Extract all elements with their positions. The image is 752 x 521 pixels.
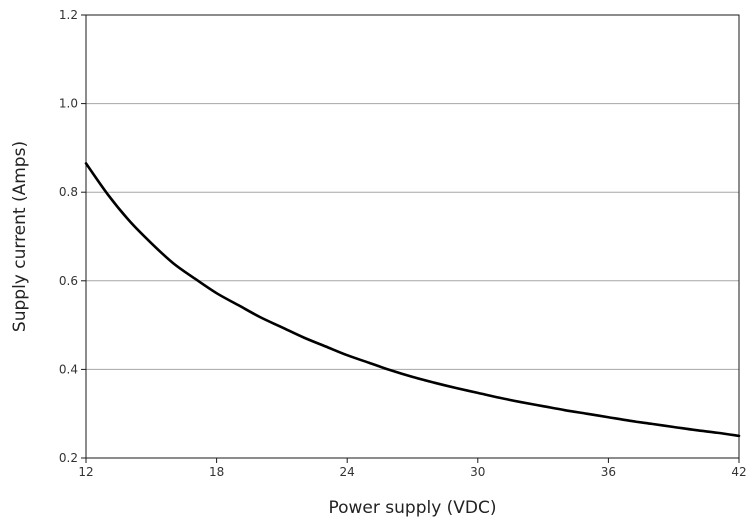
x-tick-label: 24 <box>340 465 355 479</box>
x-tick-label: 42 <box>731 465 746 479</box>
y-tick-label: 0.4 <box>59 362 78 376</box>
y-axis-ticks: 0.2 0.4 0.6 0.8 1.0 1.2 <box>59 8 86 465</box>
y-tick-label: 0.6 <box>59 274 78 288</box>
x-tick-label: 36 <box>601 465 616 479</box>
x-axis-ticks: 12 18 24 30 36 42 <box>78 458 747 479</box>
x-tick-label: 18 <box>209 465 224 479</box>
y-axis-title: Supply current (Amps) <box>10 141 30 332</box>
series-layer <box>84 162 741 438</box>
x-axis-title: Power supply (VDC) <box>328 498 496 518</box>
x-tick-label: 30 <box>470 465 485 479</box>
x-tick-label: 12 <box>78 465 93 479</box>
plot-area-frame <box>85 14 740 459</box>
y-tick-label: 1.2 <box>59 8 78 22</box>
y-tick-label: 0.2 <box>59 451 78 465</box>
series-line-0 <box>84 162 741 438</box>
gridlines <box>86 103 739 370</box>
y-tick-label: 0.8 <box>59 185 78 199</box>
y-tick-label: 1.0 <box>59 97 78 111</box>
